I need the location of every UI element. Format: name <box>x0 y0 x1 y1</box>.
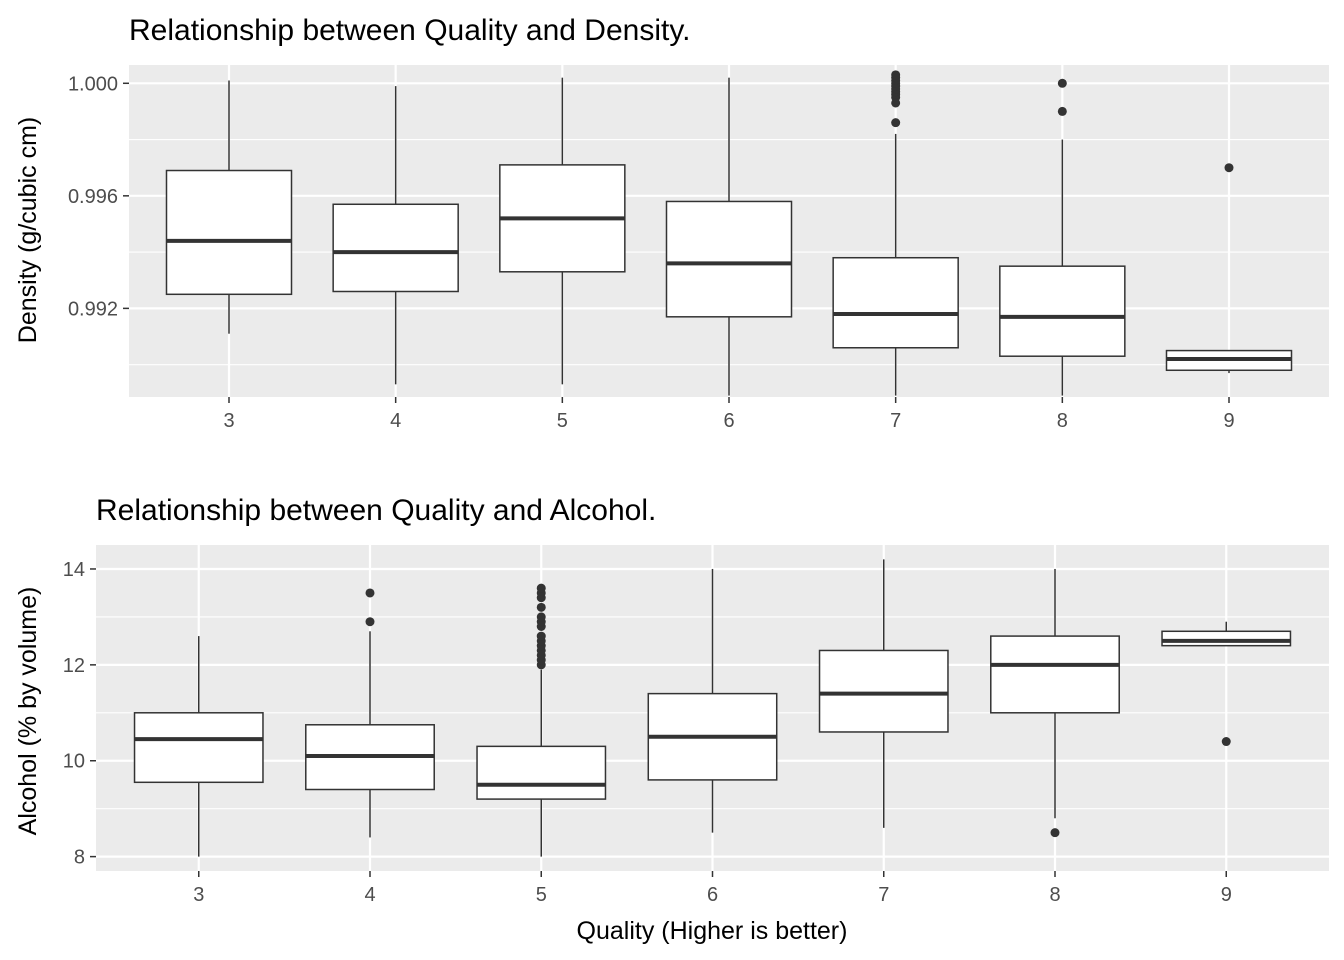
chart-title: Relationship between Quality and Alcohol… <box>96 494 656 527</box>
y-axis-title: Density (g/cubic cm) <box>14 117 42 343</box>
alcohol-chart: Relationship between Quality and Alcohol… <box>14 494 1329 945</box>
x-tick-label: 4 <box>364 884 375 906</box>
iqr-box <box>832 256 959 349</box>
outlier-point <box>536 612 546 622</box>
x-tick-label: 9 <box>1221 884 1232 906</box>
y-tick-label: 10 <box>63 751 85 773</box>
iqr-box <box>990 635 1120 714</box>
y-axis: 8 10 12 14 <box>63 559 96 869</box>
outlier-point <box>1224 163 1234 173</box>
x-tick-label: 4 <box>390 410 401 432</box>
x-tick-label: 5 <box>536 884 547 906</box>
x-axis: 3 4 5 6 7 8 9 <box>193 871 1232 906</box>
box-5 <box>476 583 607 857</box>
y-tick-label: 8 <box>74 847 85 869</box>
outlier-point <box>365 588 375 598</box>
box-4 <box>332 86 459 385</box>
box-9 <box>1165 163 1293 374</box>
x-tick-label: 6 <box>707 884 718 906</box>
y-axis: 0.992 0.996 1.000 <box>68 73 129 320</box>
box-6 <box>647 568 778 833</box>
box-6 <box>665 77 793 396</box>
x-tick-label: 5 <box>557 410 568 432</box>
x-axis: 3 4 5 6 7 8 9 <box>223 397 1235 432</box>
iqr-box <box>999 265 1126 357</box>
outlier-point <box>365 617 375 627</box>
y-tick-label: 1.000 <box>68 73 118 95</box>
box-8 <box>990 568 1120 838</box>
box-5 <box>499 77 626 385</box>
outlier-point <box>891 118 901 128</box>
boxplots <box>133 559 1292 857</box>
chart-title: Relationship between Quality and Density… <box>129 14 690 47</box>
y-tick-label: 14 <box>63 559 85 581</box>
density-chart: Relationship between Quality and Density… <box>14 14 1329 432</box>
x-tick-label: 3 <box>193 884 204 906</box>
x-tick-label: 8 <box>1049 884 1060 906</box>
outlier-point <box>536 602 546 612</box>
iqr-box <box>476 745 607 800</box>
y-tick-label: 0.996 <box>68 186 118 208</box>
box-4 <box>305 588 435 838</box>
y-tick-label: 12 <box>63 655 85 677</box>
box-3 <box>165 80 293 334</box>
iqr-box <box>818 649 949 733</box>
box-7 <box>832 70 959 396</box>
iqr-box <box>133 712 264 784</box>
outlier-point <box>1057 106 1067 116</box>
outlier-point <box>1221 737 1231 747</box>
y-axis-title: Alcohol (% by volume) <box>14 587 42 836</box>
boxplots <box>165 70 1293 396</box>
iqr-box <box>1161 630 1292 647</box>
iqr-box <box>332 203 459 293</box>
outlier-point <box>536 631 546 641</box>
y-tick-label: 0.992 <box>68 298 118 320</box>
box-7 <box>818 559 949 828</box>
x-tick-label: 9 <box>1223 410 1234 432</box>
x-axis-title: Quality (Higher is better) <box>577 917 848 945</box>
outlier-point <box>891 70 901 80</box>
outlier-point <box>536 583 546 593</box>
outlier-point <box>1057 78 1067 88</box>
x-tick-label: 7 <box>890 410 901 432</box>
box-3 <box>133 636 264 857</box>
iqr-box <box>665 200 793 318</box>
box-9 <box>1161 621 1292 747</box>
box-8 <box>999 78 1126 396</box>
x-tick-label: 3 <box>223 410 234 432</box>
x-tick-label: 6 <box>723 410 734 432</box>
iqr-box <box>165 169 293 296</box>
outlier-point <box>1050 828 1060 838</box>
x-tick-label: 7 <box>878 884 889 906</box>
x-tick-label: 8 <box>1057 410 1068 432</box>
